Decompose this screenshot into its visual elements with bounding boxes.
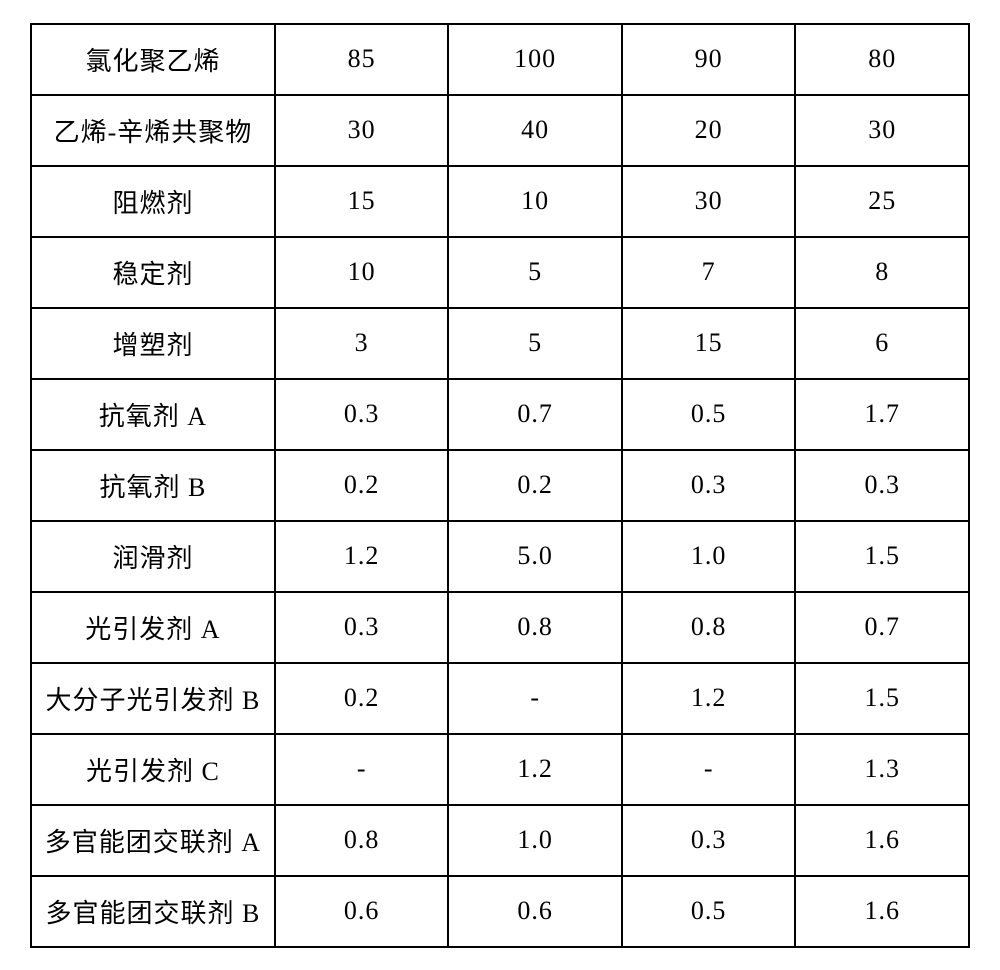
cell-value: 0.3 [275, 379, 449, 450]
cell-value: 1.0 [448, 805, 622, 876]
cell-value: 0.5 [622, 876, 796, 947]
table-row: 氯化聚乙烯 85 100 90 80 [31, 24, 969, 95]
cell-value: 1.5 [795, 521, 969, 592]
cell-value: 0.7 [795, 592, 969, 663]
cell-value: 10 [448, 166, 622, 237]
table-row: 润滑剂 1.2 5.0 1.0 1.5 [31, 521, 969, 592]
cell-value: 1.7 [795, 379, 969, 450]
cell-value: 5 [448, 308, 622, 379]
cell-value: 0.8 [275, 805, 449, 876]
table-row: 抗氧剂 A 0.3 0.7 0.5 1.7 [31, 379, 969, 450]
cell-value: 8 [795, 237, 969, 308]
row-label: 大分子光引发剂 B [31, 663, 275, 734]
cell-value: 0.3 [275, 592, 449, 663]
row-label: 增塑剂 [31, 308, 275, 379]
row-label: 多官能团交联剂 A [31, 805, 275, 876]
cell-value: 100 [448, 24, 622, 95]
table-row: 光引发剂 A 0.3 0.8 0.8 0.7 [31, 592, 969, 663]
cell-value: 3 [275, 308, 449, 379]
cell-value: 0.2 [448, 450, 622, 521]
cell-value: 5 [448, 237, 622, 308]
row-label: 光引发剂 A [31, 592, 275, 663]
cell-value: 20 [622, 95, 796, 166]
cell-value: 6 [795, 308, 969, 379]
cell-value: 1.2 [448, 734, 622, 805]
table-row: 多官能团交联剂 A 0.8 1.0 0.3 1.6 [31, 805, 969, 876]
cell-value: 1.2 [622, 663, 796, 734]
cell-value: 1.3 [795, 734, 969, 805]
table-row: 阻燃剂 15 10 30 25 [31, 166, 969, 237]
row-label: 乙烯-辛烯共聚物 [31, 95, 275, 166]
cell-value: 0.3 [622, 450, 796, 521]
row-label: 氯化聚乙烯 [31, 24, 275, 95]
cell-value: 0.2 [275, 450, 449, 521]
cell-value: 30 [622, 166, 796, 237]
cell-value: 0.5 [622, 379, 796, 450]
table-row: 抗氧剂 B 0.2 0.2 0.3 0.3 [31, 450, 969, 521]
cell-value: 0.8 [622, 592, 796, 663]
cell-value: 1.6 [795, 876, 969, 947]
cell-value: 1.2 [275, 521, 449, 592]
row-label: 润滑剂 [31, 521, 275, 592]
table-row: 稳定剂 10 5 7 8 [31, 237, 969, 308]
cell-value: 15 [275, 166, 449, 237]
cell-value: 7 [622, 237, 796, 308]
cell-value: 40 [448, 95, 622, 166]
cell-value: 90 [622, 24, 796, 95]
cell-value: 1.0 [622, 521, 796, 592]
data-table: 氯化聚乙烯 85 100 90 80 乙烯-辛烯共聚物 30 40 20 30 … [30, 23, 970, 948]
cell-value: 0.2 [275, 663, 449, 734]
cell-value: 25 [795, 166, 969, 237]
cell-value: 80 [795, 24, 969, 95]
cell-value: - [622, 734, 796, 805]
cell-value: - [448, 663, 622, 734]
cell-value: 0.7 [448, 379, 622, 450]
cell-value: 5.0 [448, 521, 622, 592]
row-label: 多官能团交联剂 B [31, 876, 275, 947]
row-label: 抗氧剂 B [31, 450, 275, 521]
table-row: 光引发剂 C - 1.2 - 1.3 [31, 734, 969, 805]
table-row: 多官能团交联剂 B 0.6 0.6 0.5 1.6 [31, 876, 969, 947]
cell-value: 0.3 [622, 805, 796, 876]
cell-value: 30 [795, 95, 969, 166]
cell-value: 0.3 [795, 450, 969, 521]
row-label: 光引发剂 C [31, 734, 275, 805]
row-label: 稳定剂 [31, 237, 275, 308]
cell-value: 85 [275, 24, 449, 95]
cell-value: 1.5 [795, 663, 969, 734]
cell-value: 1.6 [795, 805, 969, 876]
data-table-container: 氯化聚乙烯 85 100 90 80 乙烯-辛烯共聚物 30 40 20 30 … [30, 23, 970, 948]
cell-value: 0.6 [448, 876, 622, 947]
row-label: 抗氧剂 A [31, 379, 275, 450]
cell-value: 0.8 [448, 592, 622, 663]
table-body: 氯化聚乙烯 85 100 90 80 乙烯-辛烯共聚物 30 40 20 30 … [31, 24, 969, 947]
table-row: 乙烯-辛烯共聚物 30 40 20 30 [31, 95, 969, 166]
cell-value: - [275, 734, 449, 805]
cell-value: 15 [622, 308, 796, 379]
cell-value: 30 [275, 95, 449, 166]
row-label: 阻燃剂 [31, 166, 275, 237]
table-row: 增塑剂 3 5 15 6 [31, 308, 969, 379]
cell-value: 0.6 [275, 876, 449, 947]
cell-value: 10 [275, 237, 449, 308]
table-row: 大分子光引发剂 B 0.2 - 1.2 1.5 [31, 663, 969, 734]
